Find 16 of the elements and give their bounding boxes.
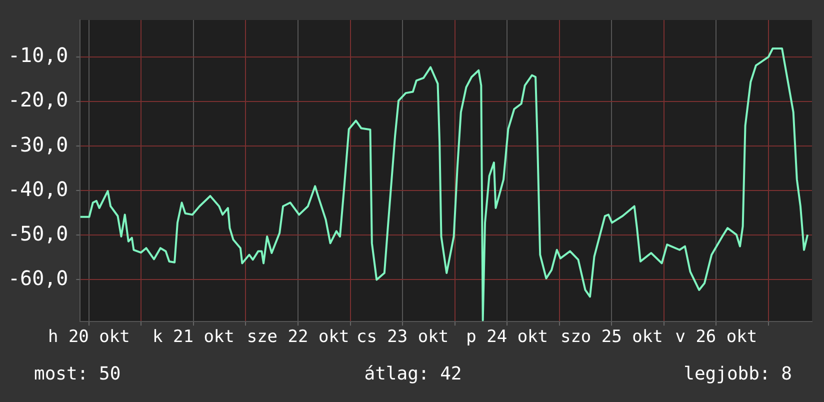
y-tick-label: -10,0 (8, 43, 68, 68)
x-tick-label: sze 22 okt (246, 327, 350, 348)
y-tick-label: -60,0 (8, 266, 68, 290)
y-tick-label: -30,0 (8, 132, 68, 156)
x-tick-label: v 26 okt (675, 327, 758, 348)
text: legjobb: 8 (684, 364, 792, 385)
text: most: 50 (34, 364, 121, 385)
x-tick-label: h 20 okt (48, 327, 130, 348)
x-tick-label: p 24 okt (466, 327, 548, 348)
text: átlag: 42 (364, 364, 462, 385)
x-tick-label: cs 23 okt (356, 327, 449, 348)
x-tick-label: szo 25 okt (560, 327, 663, 348)
y-tick-label: -20,0 (8, 88, 68, 112)
y-tick-label: -50,0 (8, 221, 68, 246)
x-tick-label: k 21 okt (152, 327, 234, 348)
y-tick-label: -40,0 (8, 176, 68, 201)
